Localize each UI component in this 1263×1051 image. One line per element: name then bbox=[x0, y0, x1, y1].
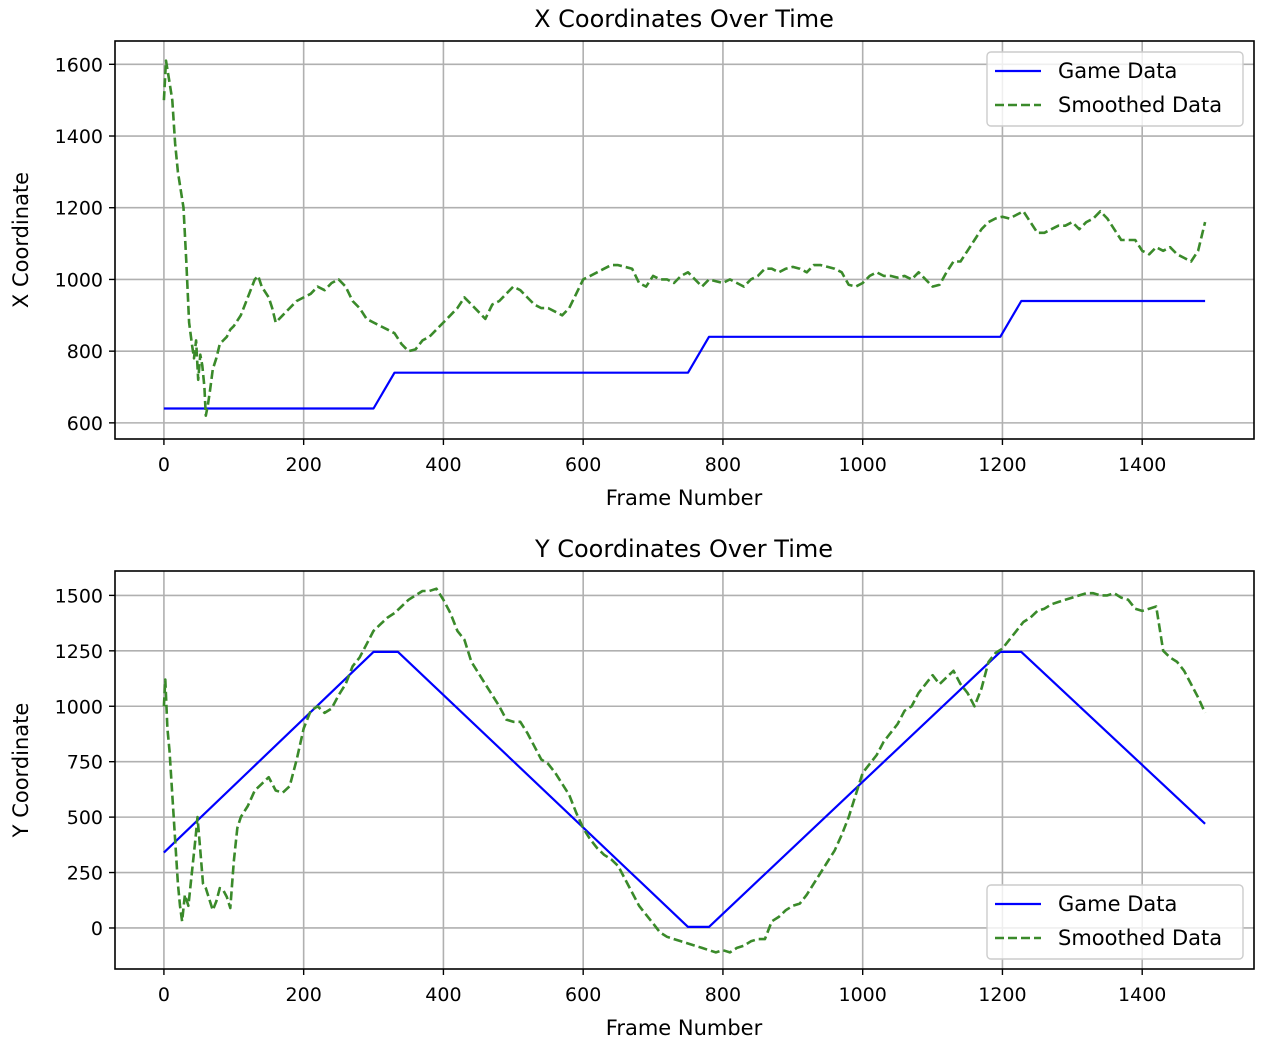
plot-frame bbox=[114, 570, 1255, 970]
x-tick-label: 1200 bbox=[978, 984, 1026, 1006]
series-line-game-data bbox=[163, 299, 1206, 410]
y-tick-label: 1600 bbox=[55, 54, 103, 76]
y-tick-label: 1500 bbox=[55, 585, 103, 607]
x-ticks: 0 200 400 600 800 1000 1200 1400 bbox=[158, 439, 1166, 476]
x-tick-label: 400 bbox=[425, 984, 461, 1006]
series-line-smoothed-data bbox=[162, 59, 1207, 417]
x-axis-label: Frame Number bbox=[606, 486, 763, 510]
series-line-smoothed-data bbox=[162, 587, 1207, 954]
y-tick-label: 800 bbox=[67, 341, 103, 363]
x-tick-label: 1000 bbox=[839, 454, 887, 476]
legend-label-game-data: Game Data bbox=[1058, 892, 1177, 916]
series-group bbox=[162, 59, 1207, 417]
y-tick-label: 750 bbox=[67, 752, 103, 774]
x-tick-label: 1200 bbox=[978, 454, 1026, 476]
x-tick-label: 800 bbox=[705, 984, 741, 1006]
legend: Game Data Smoothed Data bbox=[986, 884, 1244, 960]
legend-label-smoothed-data: Smoothed Data bbox=[1058, 93, 1222, 117]
x-tick-label: 600 bbox=[565, 454, 601, 476]
legend-label-smoothed-data: Smoothed Data bbox=[1058, 926, 1222, 950]
series-group bbox=[162, 587, 1207, 954]
x-tick-label: 600 bbox=[565, 984, 601, 1006]
x-tick-label: 400 bbox=[425, 454, 461, 476]
y-tick-label: 1000 bbox=[55, 269, 103, 291]
x-tick-label: 800 bbox=[705, 454, 741, 476]
x-tick-label: 0 bbox=[158, 454, 170, 476]
y-axis-label: X Coordinate bbox=[9, 172, 33, 308]
x-tick-label: 1400 bbox=[1118, 984, 1166, 1006]
chart-title: X Coordinates Over Time bbox=[534, 5, 834, 33]
plot-frame bbox=[114, 40, 1255, 440]
y-coordinates-chart: Y Coordinates Over Time 0 200 400 600 800 100… bbox=[9, 535, 1255, 1040]
y-tick-label: 500 bbox=[67, 807, 103, 829]
x-tick-label: 1400 bbox=[1118, 454, 1166, 476]
series-line-game-data bbox=[163, 650, 1206, 928]
y-tick-label: 1200 bbox=[55, 198, 103, 220]
x-ticks: 0 200 400 600 800 1000 1200 1400 bbox=[158, 969, 1166, 1006]
x-tick-label: 0 bbox=[158, 984, 170, 1006]
legend-box bbox=[986, 51, 1244, 127]
grid bbox=[115, 571, 1254, 969]
y-tick-label: 1400 bbox=[55, 126, 103, 148]
legend-box bbox=[986, 884, 1244, 960]
chart-title: Y Coordinates Over Time bbox=[534, 535, 833, 563]
x-tick-label: 1000 bbox=[839, 984, 887, 1006]
legend-label-game-data: Game Data bbox=[1058, 59, 1177, 83]
legend: Game Data Smoothed Data bbox=[986, 51, 1244, 127]
x-tick-label: 200 bbox=[286, 454, 322, 476]
y-ticks: 600 800 1000 1200 1400 1600 bbox=[55, 54, 115, 435]
x-coordinates-chart: X Coordinates Over Time 0 200 400 600 800 100… bbox=[9, 5, 1255, 510]
y-tick-label: 250 bbox=[67, 863, 103, 885]
y-tick-label: 0 bbox=[91, 918, 103, 940]
x-axis-label: Frame Number bbox=[606, 1016, 763, 1040]
y-tick-label: 600 bbox=[67, 413, 103, 435]
y-tick-label: 1250 bbox=[55, 641, 103, 663]
x-tick-label: 200 bbox=[286, 984, 322, 1006]
y-axis-label: Y Coordinate bbox=[9, 703, 33, 839]
y-ticks: 0 250 500 750 1000 1250 1500 bbox=[55, 585, 115, 940]
y-tick-label: 1000 bbox=[55, 696, 103, 718]
